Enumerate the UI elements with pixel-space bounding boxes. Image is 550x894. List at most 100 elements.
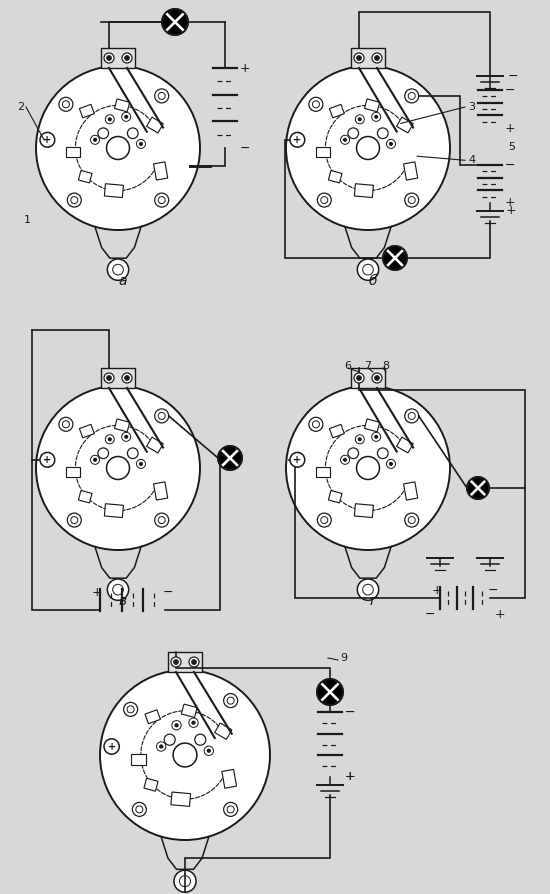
Circle shape [107, 55, 112, 61]
Circle shape [100, 670, 270, 840]
Circle shape [124, 55, 129, 61]
Bar [316, 147, 331, 157]
Circle shape [286, 66, 450, 230]
Circle shape [354, 373, 364, 383]
Text: −: − [240, 141, 250, 155]
Bar [397, 117, 413, 133]
Circle shape [136, 460, 145, 468]
Circle shape [343, 138, 347, 142]
Bar [79, 105, 94, 118]
Circle shape [139, 462, 143, 466]
Circle shape [309, 417, 323, 431]
Text: −: − [163, 586, 173, 599]
Text: а: а [119, 274, 127, 288]
Bar [168, 652, 202, 672]
Circle shape [164, 734, 175, 746]
Circle shape [356, 457, 380, 479]
Circle shape [375, 375, 379, 381]
Text: −: − [345, 705, 355, 719]
Circle shape [133, 803, 146, 816]
Text: 1: 1 [24, 215, 31, 225]
Circle shape [191, 660, 196, 664]
Circle shape [174, 870, 196, 892]
Circle shape [207, 748, 211, 753]
Text: −: − [345, 705, 355, 719]
Circle shape [91, 135, 100, 144]
Text: +: + [108, 741, 115, 752]
Bar [316, 467, 331, 477]
Text: +: + [505, 197, 516, 209]
Circle shape [224, 694, 238, 708]
Circle shape [354, 53, 364, 63]
Circle shape [122, 373, 132, 383]
Circle shape [389, 462, 393, 466]
Bar [365, 419, 380, 432]
Circle shape [355, 434, 364, 443]
Circle shape [218, 446, 242, 470]
Text: −: − [505, 83, 515, 97]
Bar [65, 147, 80, 157]
Circle shape [317, 193, 331, 207]
Circle shape [286, 386, 450, 550]
Text: 9: 9 [340, 653, 347, 663]
Circle shape [108, 437, 112, 442]
Circle shape [358, 259, 378, 281]
Bar [130, 754, 146, 764]
Circle shape [128, 448, 138, 459]
Circle shape [124, 703, 138, 716]
Circle shape [387, 139, 395, 148]
Text: +: + [43, 135, 52, 145]
Circle shape [309, 97, 323, 111]
Circle shape [104, 373, 114, 383]
Circle shape [189, 657, 199, 667]
Text: −: − [508, 70, 519, 82]
Circle shape [155, 513, 169, 527]
Circle shape [67, 513, 81, 527]
Text: г: г [370, 594, 377, 608]
Circle shape [40, 452, 55, 468]
Bar [104, 503, 123, 518]
Circle shape [358, 117, 362, 122]
Circle shape [224, 803, 238, 816]
Circle shape [375, 55, 379, 61]
Bar [114, 419, 130, 432]
Circle shape [162, 9, 188, 35]
Circle shape [173, 660, 179, 664]
Text: −: − [505, 158, 515, 172]
Circle shape [174, 723, 179, 728]
Circle shape [290, 132, 305, 148]
Bar [65, 467, 80, 477]
Circle shape [405, 89, 419, 103]
Text: +: + [293, 135, 301, 145]
Circle shape [36, 386, 200, 550]
Circle shape [317, 513, 331, 527]
Text: 4: 4 [468, 156, 475, 165]
Text: +: + [240, 62, 251, 74]
Circle shape [467, 477, 489, 499]
Bar [329, 105, 344, 118]
Circle shape [91, 455, 100, 464]
Text: +: + [345, 771, 356, 783]
Circle shape [189, 718, 198, 728]
Text: в: в [119, 594, 127, 608]
Bar [354, 503, 373, 518]
Circle shape [377, 448, 388, 459]
Circle shape [356, 137, 380, 159]
Circle shape [377, 128, 388, 139]
Text: +: + [43, 455, 52, 465]
Circle shape [372, 113, 381, 122]
Circle shape [124, 434, 128, 439]
Bar [79, 171, 92, 183]
Text: +: + [293, 455, 301, 465]
Circle shape [387, 460, 395, 468]
Circle shape [383, 246, 407, 270]
Circle shape [124, 375, 129, 381]
Bar [354, 184, 373, 198]
Circle shape [40, 132, 55, 148]
Circle shape [93, 138, 97, 142]
Circle shape [204, 746, 213, 755]
Text: +: + [432, 584, 442, 597]
Circle shape [348, 448, 359, 459]
Text: 7: 7 [365, 361, 372, 371]
Circle shape [155, 409, 169, 423]
